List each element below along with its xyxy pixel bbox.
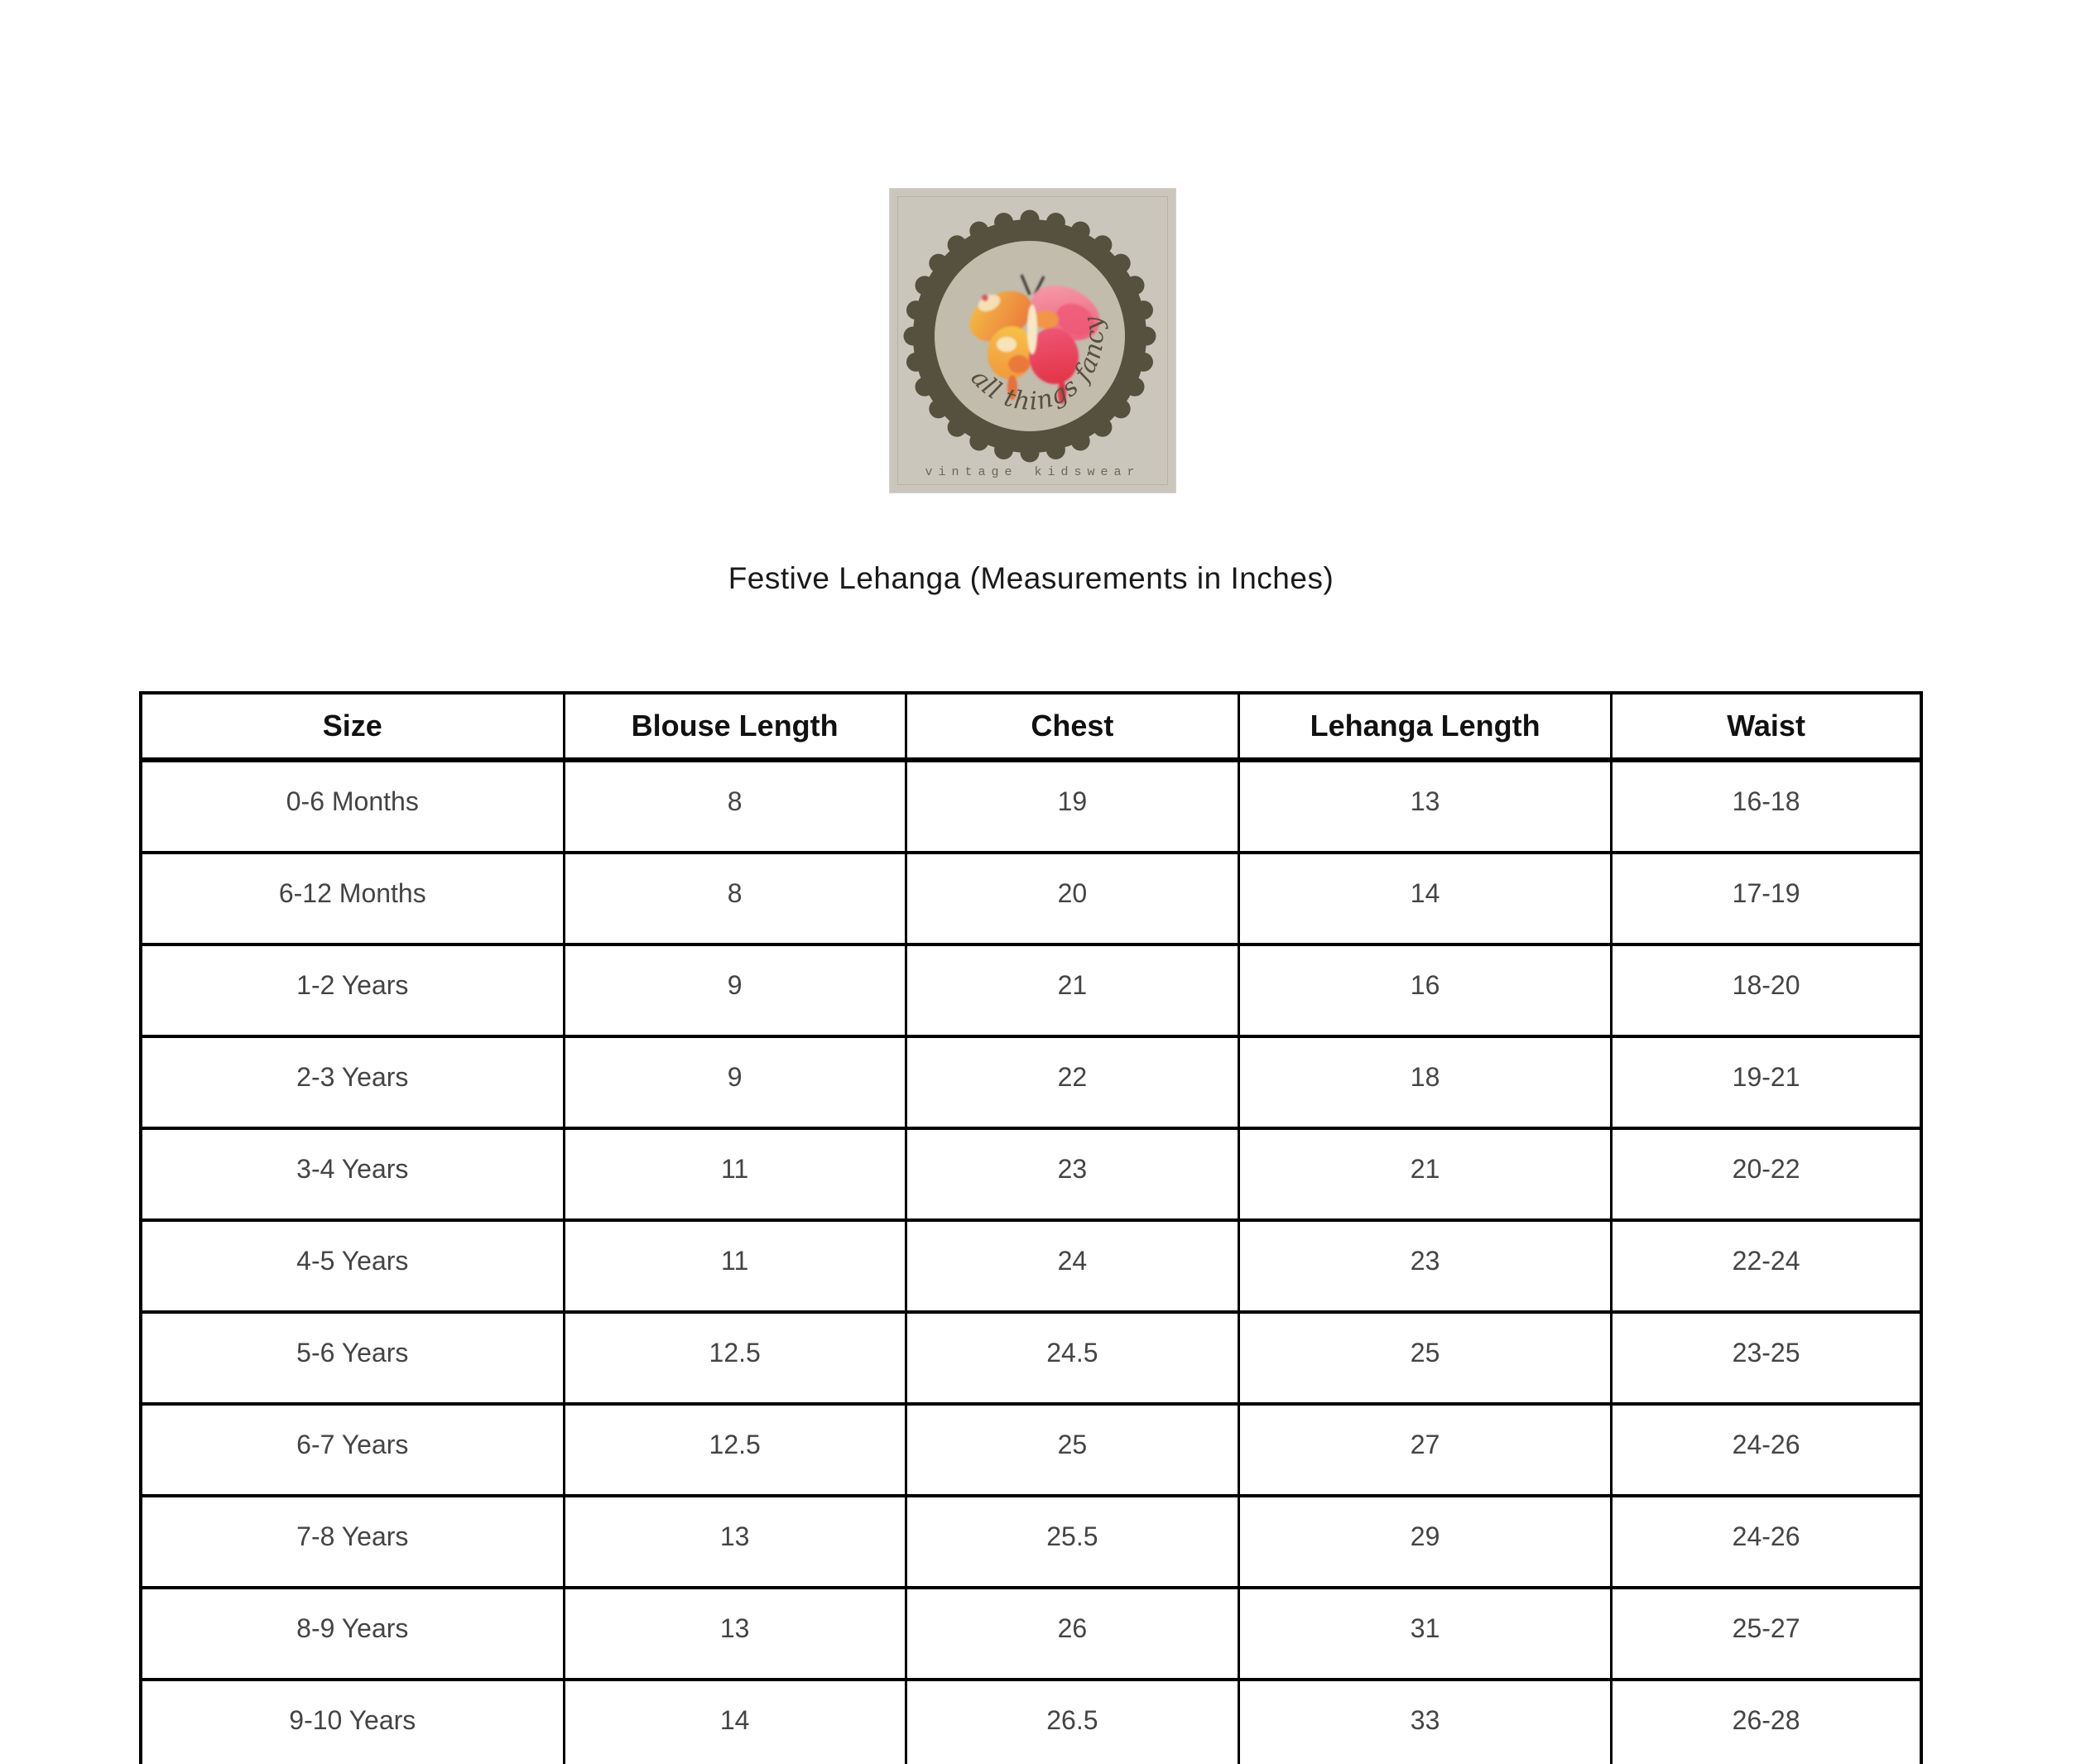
value-cell: 23 (904, 1127, 1241, 1222)
size-cell: 3-4 Years (139, 1127, 565, 1222)
value-cell: 20 (904, 851, 1241, 946)
column-header: Lehanga Length (1237, 693, 1613, 762)
size-cell: 6-7 Years (139, 1402, 565, 1497)
size-cell: 0-6 Months (139, 758, 565, 854)
value-cell: 22 (904, 1035, 1241, 1130)
value-cell: 14 (1237, 851, 1613, 946)
page-title: Festive Lehanga (Measurements in Inches) (728, 561, 1334, 595)
value-cell: 16-18 (1610, 758, 1923, 854)
value-cell: 17-19 (1610, 851, 1923, 946)
table-header: Size Blouse Length Chest Lehanga Length Wais… (139, 693, 1923, 762)
value-cell: 11 (562, 1127, 907, 1222)
column-header: Chest (904, 693, 1241, 762)
value-cell: 18 (1237, 1035, 1613, 1130)
table-row: 8-9 Years 13 26 31 25-27 (139, 1586, 1923, 1681)
value-cell: 25 (1237, 1310, 1613, 1406)
column-header: Size (139, 693, 565, 762)
value-cell: 31 (1237, 1586, 1613, 1681)
table-row: 1-2 Years 9 21 16 18-20 (139, 943, 1923, 1038)
value-cell: 19 (904, 758, 1241, 854)
value-cell: 20-22 (1610, 1127, 1923, 1222)
size-cell: 2-3 Years (139, 1035, 565, 1130)
value-cell: 27 (1237, 1402, 1613, 1497)
table-body: 0-6 Months 8 19 13 16-18 6-12 Months 8 20 14 17-1… (139, 758, 1923, 1764)
size-cell: 5-6 Years (139, 1310, 565, 1406)
size-cell: 7-8 Years (139, 1494, 565, 1589)
value-cell: 22-24 (1610, 1218, 1923, 1314)
value-cell: 24-26 (1610, 1402, 1923, 1497)
value-cell: 21 (1237, 1127, 1613, 1222)
value-cell: 18-20 (1610, 943, 1923, 1038)
table-row: 7-8 Years 13 25.5 29 24-26 (139, 1494, 1923, 1589)
table-row: 0-6 Months 8 19 13 16-18 (139, 758, 1923, 854)
butterfly-icon (969, 274, 1100, 404)
value-cell: 14 (562, 1678, 907, 1764)
value-cell: 9 (562, 943, 907, 1038)
value-cell: 16 (1237, 943, 1613, 1038)
value-cell: 23 (1237, 1218, 1613, 1314)
value-cell: 13 (562, 1494, 907, 1589)
value-cell: 23-25 (1610, 1310, 1923, 1406)
value-cell: 24.5 (904, 1310, 1241, 1406)
value-cell: 8 (562, 851, 907, 946)
value-cell: 12.5 (562, 1310, 907, 1406)
size-chart-table: Size Blouse Length Chest Lehanga Length Wais… (139, 691, 1923, 1764)
value-cell: 25 (904, 1402, 1241, 1497)
value-cell: 26-28 (1610, 1678, 1923, 1764)
table-row: 9-10 Years 14 26.5 33 26-28 (139, 1678, 1923, 1764)
value-cell: 19-21 (1610, 1035, 1923, 1130)
value-cell: 25-27 (1610, 1586, 1923, 1681)
table-row: 5-6 Years 12.5 24.5 25 23-25 (139, 1310, 1923, 1406)
value-cell: 24 (904, 1218, 1241, 1314)
value-cell: 11 (562, 1218, 907, 1314)
size-cell: 4-5 Years (139, 1218, 565, 1314)
value-cell: 13 (1237, 758, 1613, 854)
value-cell: 12.5 (562, 1402, 907, 1497)
value-cell: 24-26 (1610, 1494, 1923, 1589)
value-cell: 29 (1237, 1494, 1613, 1589)
brand-logo: all things fancy vintage kidswear (890, 189, 1175, 493)
header-row: Size Blouse Length Chest Lehanga Length Wais… (139, 693, 1923, 762)
value-cell: 8 (562, 758, 907, 854)
column-header: Waist (1610, 693, 1923, 762)
table-row: 6-7 Years 12.5 25 27 24-26 (139, 1402, 1923, 1497)
value-cell: 25.5 (904, 1494, 1241, 1589)
size-cell: 8-9 Years (139, 1586, 565, 1681)
logo-tagline: vintage kidswear (925, 465, 1141, 479)
value-cell: 21 (904, 943, 1241, 1038)
size-cell: 9-10 Years (139, 1678, 565, 1764)
value-cell: 26 (904, 1586, 1241, 1681)
table-row: 6-12 Months 8 20 14 17-19 (139, 851, 1923, 946)
value-cell: 26.5 (904, 1678, 1241, 1764)
size-cell: 1-2 Years (139, 943, 565, 1038)
table-row: 4-5 Years 11 24 23 22-24 (139, 1218, 1923, 1314)
butterfly-badge-icon: all things fancy (903, 209, 1156, 463)
value-cell: 33 (1237, 1678, 1613, 1764)
table-row: 2-3 Years 9 22 18 19-21 (139, 1035, 1923, 1130)
column-header: Blouse Length (562, 693, 907, 762)
table-row: 3-4 Years 11 23 21 20-22 (139, 1127, 1923, 1222)
value-cell: 9 (562, 1035, 907, 1130)
value-cell: 13 (562, 1586, 907, 1681)
size-cell: 6-12 Months (139, 851, 565, 946)
